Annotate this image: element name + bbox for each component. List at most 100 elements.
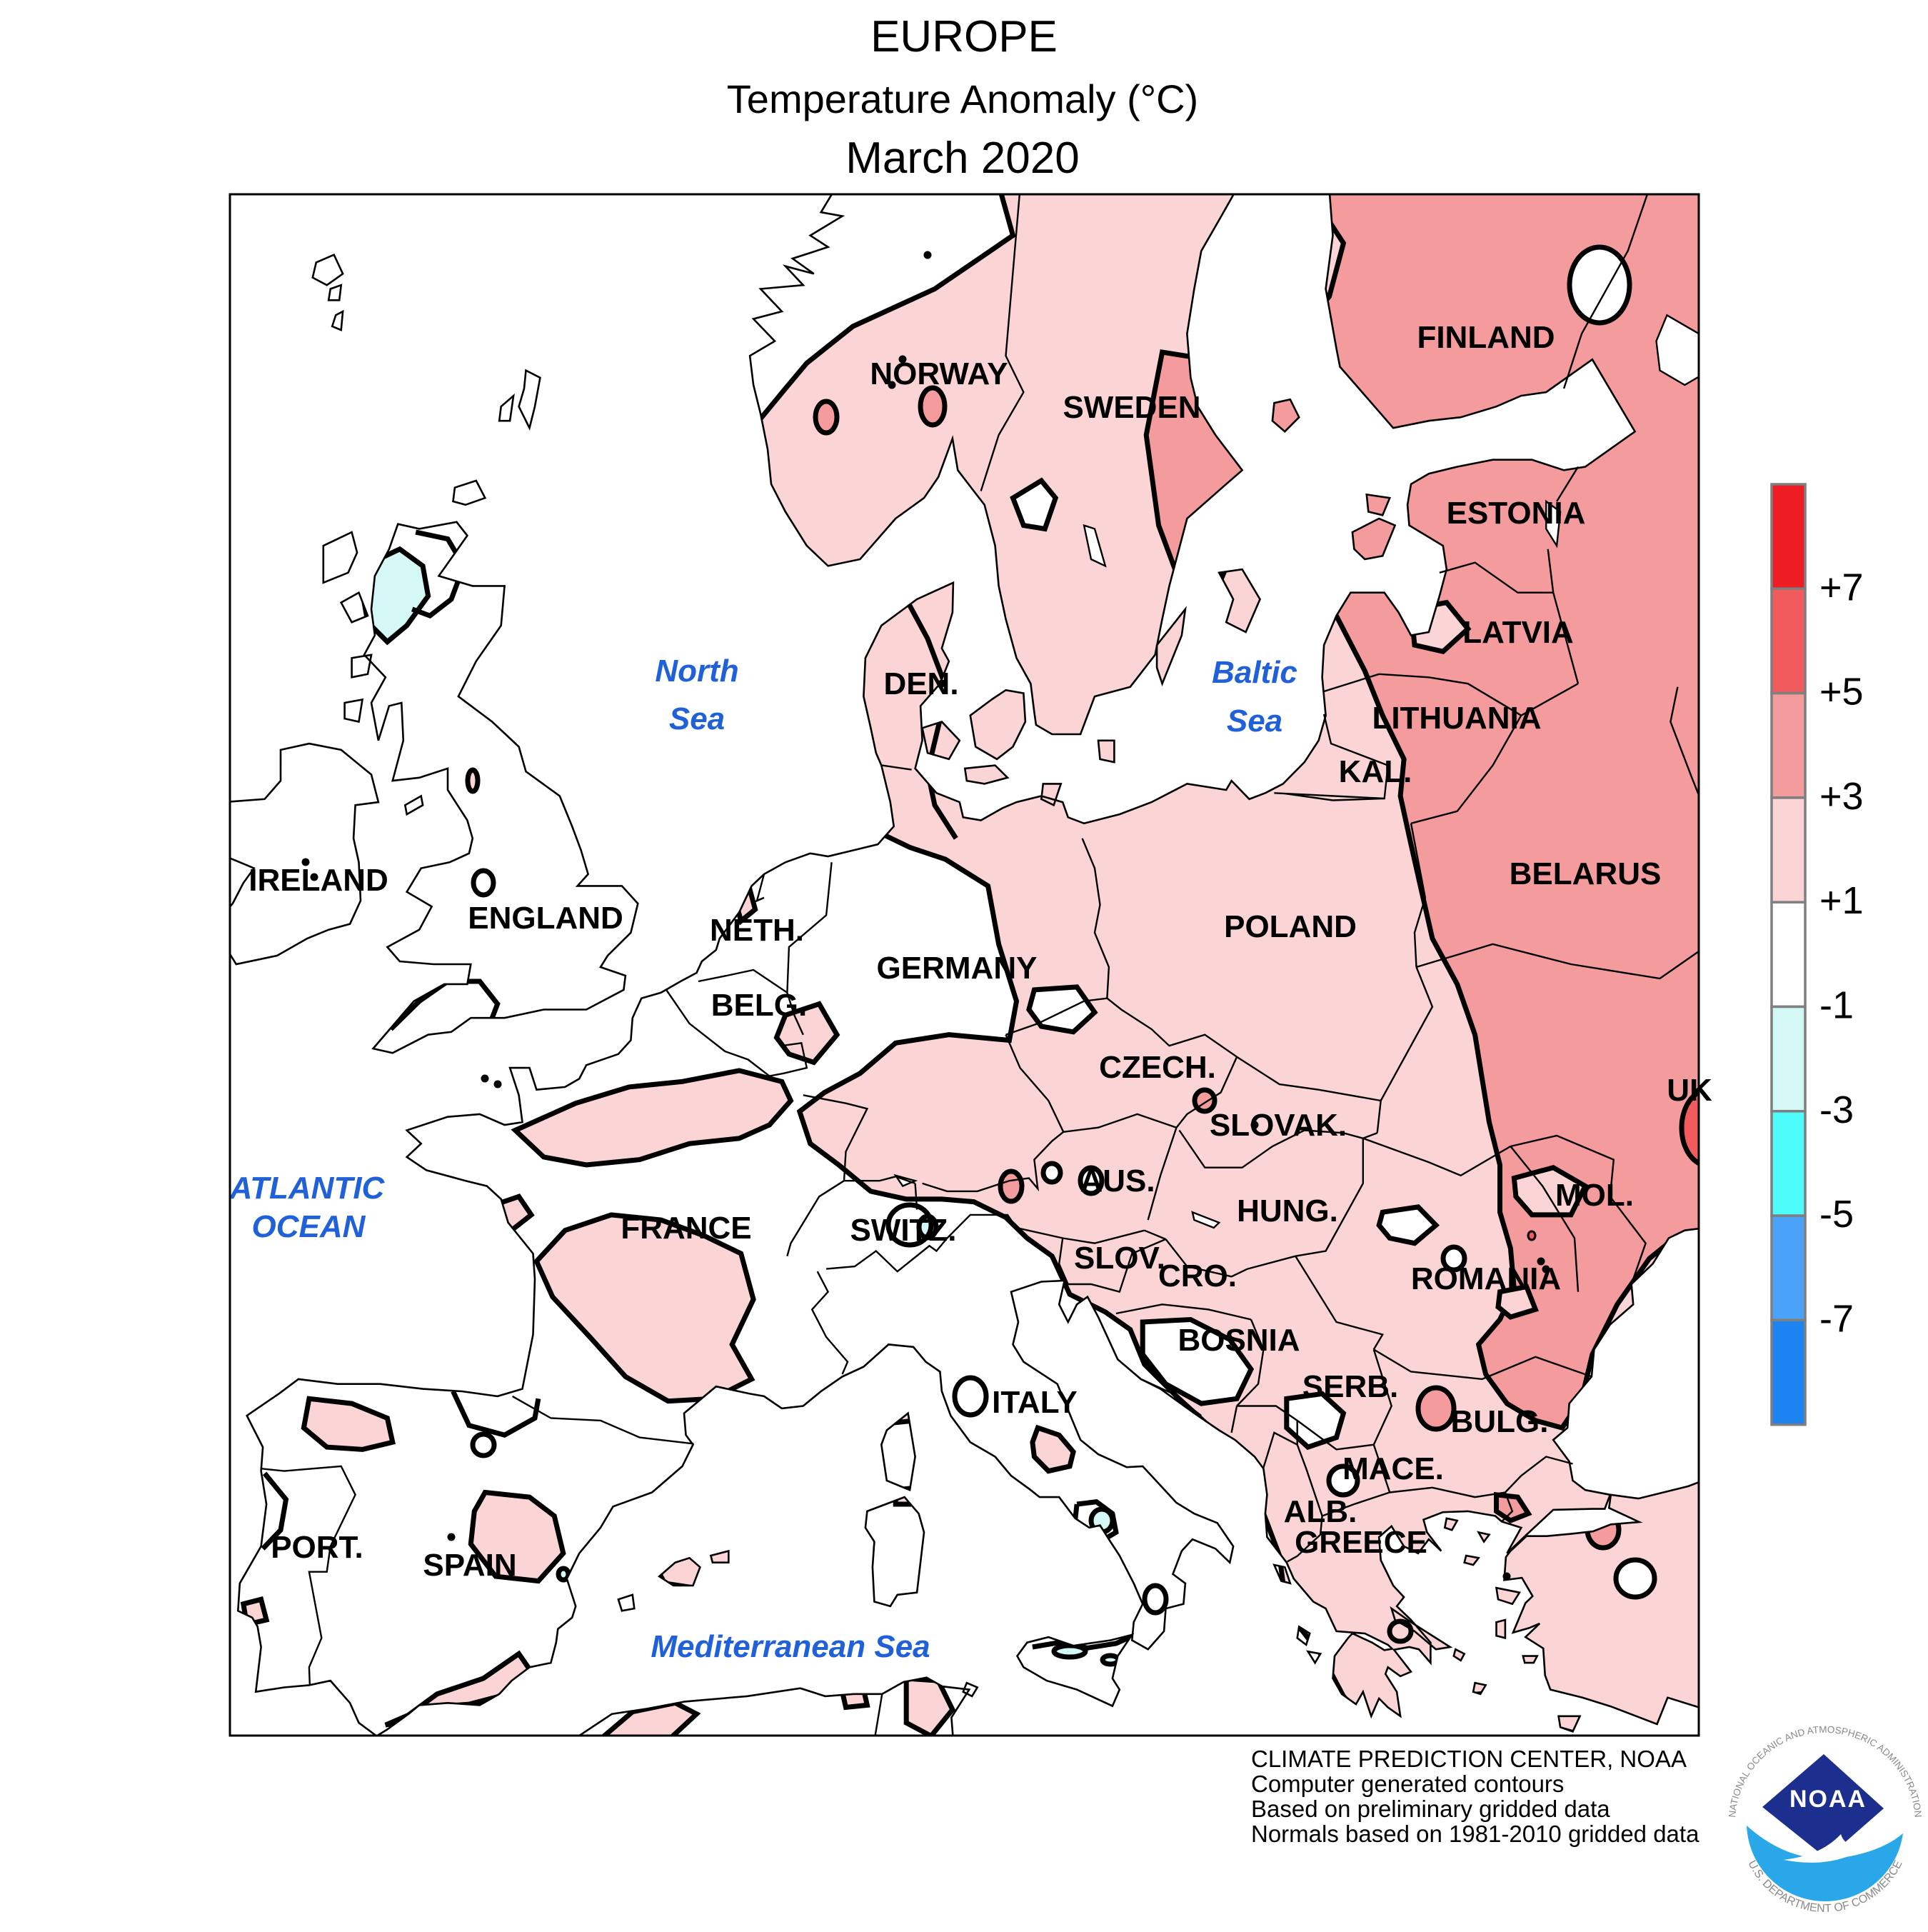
label-slovak: SLOVAK. (1210, 1108, 1347, 1143)
border-mk_al (1296, 1420, 1323, 1516)
coast-africa-east (577, 1676, 971, 1736)
border-al_gr (1287, 1516, 1323, 1563)
contour-dot-11 (938, 679, 946, 688)
border-lt_by (1410, 715, 1522, 824)
border-ch_de (844, 1176, 915, 1185)
island-shetland (518, 369, 541, 431)
coast-scandinavia (748, 194, 1244, 736)
label-england: ENGLAND (468, 901, 623, 936)
label-aus: AUS. (1080, 1163, 1155, 1198)
map-subtitle: Temperature Anomaly (°C) (727, 76, 1198, 121)
island-faroe3 (331, 309, 344, 331)
colorbar-cell-8 (1770, 1318, 1807, 1426)
island-lemnos (1463, 1554, 1480, 1566)
border-be_fr (666, 989, 770, 1077)
contour-dot-3 (898, 355, 907, 364)
contour-calabria-ring (1142, 1583, 1169, 1616)
island-faroe2 (327, 284, 343, 301)
island-zealand (969, 689, 1027, 761)
sea-label-1: Sea (669, 701, 725, 736)
credits-line-2: Computer generated contours (1251, 1771, 1564, 1797)
border-fr_it (810, 1271, 849, 1375)
island-man (403, 794, 424, 816)
label-estonia: ESTONIA (1447, 496, 1586, 531)
colorbar-tick-0: +7 (1819, 566, 1864, 609)
label-ireland: IRELAND (248, 863, 388, 898)
fill-galicia (301, 1396, 396, 1452)
island-thassos (1443, 1517, 1459, 1531)
border-ch_it (825, 1237, 948, 1273)
fill-ukraine-red (1679, 1087, 1699, 1168)
border-mk_bg (1372, 1444, 1391, 1493)
lake-ladoga (1655, 314, 1699, 386)
contour-athens-ring (1387, 1618, 1414, 1644)
border-es_pt (261, 1465, 356, 1685)
island-mallorca (658, 1556, 701, 1587)
contour-dot-4 (888, 381, 896, 389)
border-pl_ua (1380, 966, 1434, 1101)
fill-focsani-enclave (1495, 1283, 1539, 1320)
lake-peipus (1545, 499, 1562, 549)
island-ruegen (1040, 783, 1063, 807)
island-rhodes (1557, 1715, 1582, 1733)
contour-england-ring (471, 868, 496, 898)
fill-lakedistrict-spot (465, 767, 481, 794)
border-de_dk (882, 764, 912, 771)
border-at_de (922, 1131, 1064, 1193)
island-funen (921, 721, 961, 761)
border-bg_tr (1505, 1456, 1573, 1493)
lake-balaton (1191, 1211, 1221, 1229)
border-at_it (946, 1213, 1063, 1239)
fill-romania-red-dot (1527, 1230, 1537, 1241)
label-neth: NETH. (710, 913, 804, 948)
island-oland (1155, 606, 1187, 686)
border-ch_at (914, 1183, 918, 1210)
island-samothrace (1477, 1531, 1491, 1543)
border-mk_gr (1322, 1491, 1390, 1517)
island-aland (1271, 398, 1300, 433)
border-ba_me (1230, 1406, 1238, 1433)
island-samos (1522, 1655, 1539, 1664)
sea-label-4: ATLANTIC (229, 1171, 386, 1206)
fill-eifel (773, 1001, 840, 1066)
island-zakynthos (1306, 1650, 1322, 1665)
label-bosnia: BOSNIA (1178, 1323, 1300, 1358)
sea-label-6: Mediterranean Sea (651, 1629, 930, 1664)
border-pl_cz (1106, 997, 1237, 1058)
colorbar-cell-1 (1770, 587, 1807, 695)
map-date: March 2020 (845, 134, 1079, 183)
border-ru_ee2 (1547, 549, 1555, 593)
credits-line-3: Based on preliminary gridded data (1251, 1796, 1610, 1822)
island-orkney (452, 479, 487, 506)
hole-kosovo (1284, 1391, 1347, 1451)
border-fr_ch (786, 1180, 845, 1257)
contour-dot-8 (1502, 1572, 1511, 1581)
island-hebrides_lewis (322, 531, 358, 584)
hole-transylvania (1376, 1204, 1440, 1246)
fill-spain-east (468, 1489, 566, 1584)
colorbar-cell-4 (1770, 901, 1807, 1008)
island-mull (351, 654, 373, 679)
border-ba_rs (1236, 1319, 1265, 1407)
border-by_ua (1416, 943, 1699, 980)
border-si_hr (1068, 1238, 1166, 1293)
border-rs_me (1237, 1405, 1298, 1421)
border-lt_ru_kal (1285, 765, 1389, 801)
border-fi_ru (1562, 194, 1649, 389)
border-be_de (786, 992, 804, 1036)
label-poland: POLAND (1224, 909, 1357, 944)
island-sicily (1015, 1633, 1135, 1708)
border-ru_ee (1556, 466, 1580, 502)
colorbar-tick-3: +1 (1819, 879, 1864, 922)
label-uk: UK (1667, 1073, 1712, 1108)
contour-alps-ring (885, 1202, 934, 1248)
contour-basque-contour (451, 1390, 541, 1438)
hole-bosnia (1140, 1316, 1255, 1406)
noaa-logo-sky (1762, 1754, 1884, 1858)
island-lesbos (1495, 1586, 1521, 1606)
contour-dot-5 (493, 1080, 502, 1088)
island-pantelleria (962, 1681, 979, 1698)
island-bornholm (1097, 739, 1115, 764)
island-saaremaa (1351, 517, 1397, 561)
fill-sofia-blob (1415, 1385, 1457, 1432)
